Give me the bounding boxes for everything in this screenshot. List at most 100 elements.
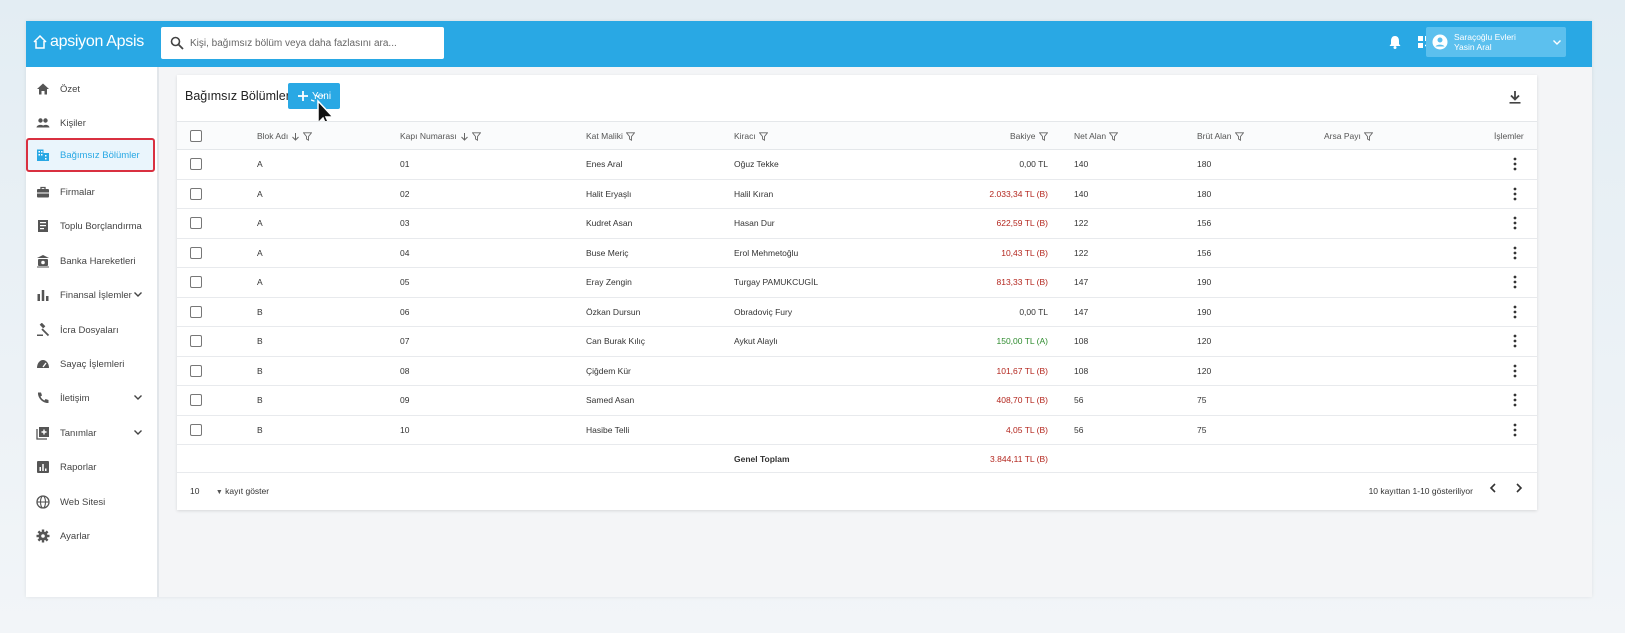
filter-icon[interactable]	[1109, 131, 1119, 141]
sidebar-item-web-sitesi[interactable]: Web Sitesi	[26, 485, 157, 519]
table-row[interactable]: B 06 Özkan Dursun Obradoviç Fury 0,00 TL 147 1…	[177, 298, 1537, 327]
row-checkbox[interactable]	[190, 246, 202, 259]
cell-kiraci[interactable]: Obradoviç Fury	[734, 306, 793, 317]
column-blok-adi[interactable]: Blok Adı	[257, 131, 313, 141]
more-vert-icon[interactable]	[1510, 423, 1520, 437]
cell-malik[interactable]: Özkan Dursun	[586, 306, 641, 317]
column-kapi-numarasi[interactable]: Kapı Numarası	[400, 131, 481, 141]
cell-kiraci[interactable]: Turgay PAMUKCUGİL	[734, 277, 819, 287]
column-kat-maliki[interactable]: Kat Maliki	[586, 131, 635, 141]
row-checkbox[interactable]	[190, 276, 202, 288]
sidebar-item-ayarlar[interactable]: Ayarlar	[26, 519, 157, 553]
chevron-right-icon[interactable]	[1513, 482, 1525, 494]
table-row[interactable]: A 04 Buse Meriç Erol Mehmetoğlu 10,43 TL (B)…	[177, 239, 1537, 268]
select-all-checkbox[interactable]	[190, 130, 202, 142]
table-row[interactable]: B 07 Can Burak Kılıç Aykut Alaylı 150,00 TL …	[177, 327, 1537, 357]
more-vert-icon[interactable]	[1510, 275, 1520, 289]
cell-kiraci[interactable]: Erol Mehmetoğlu	[734, 247, 799, 258]
sidebar-item-ozet[interactable]: Özet	[26, 72, 157, 106]
sidebar-item-raporlar[interactable]: Raporlar	[26, 450, 157, 484]
page-size-select[interactable]: 10 ▼ kayıt göster	[190, 486, 269, 496]
more-vert-icon[interactable]	[1510, 216, 1520, 230]
table-row[interactable]: A 02 Halit Eryaşlı Halil Kıran 2.033,34 TL (…	[177, 180, 1537, 209]
sidebar-item-icra-dosyalari[interactable]: İcra Dosyaları	[26, 313, 157, 347]
cell-malik[interactable]: Çiğdem Kür	[586, 365, 631, 376]
sidebar-item-kisiler[interactable]: Kişiler	[26, 106, 157, 140]
cell-kiraci[interactable]: Aykut Alaylı	[734, 336, 778, 346]
sidebar-item-toplu-borclandirma[interactable]: Toplu Borçlandırma	[26, 209, 157, 243]
cell-bakiye: 10,43 TL (B)	[1001, 247, 1048, 258]
cell-brut-alan: 75	[1197, 395, 1207, 405]
cell-brut-alan: 156	[1197, 247, 1212, 258]
column-arsa-payi[interactable]: Arsa Payı	[1324, 131, 1373, 141]
row-checkbox[interactable]	[190, 364, 202, 377]
filter-icon[interactable]	[1363, 131, 1373, 141]
row-checkbox[interactable]	[190, 158, 202, 170]
filter-icon[interactable]	[471, 131, 481, 141]
table-row[interactable]: B 08 Çiğdem Kür 101,67 TL (B) 108 120	[177, 357, 1537, 386]
sidebar-item-iletisim[interactable]: İletişim	[26, 381, 157, 415]
cell-brut-alan: 120	[1197, 336, 1212, 346]
cell-malik[interactable]: Halit Eryaşlı	[586, 188, 632, 199]
bell-icon[interactable]	[1387, 34, 1403, 50]
row-checkbox[interactable]	[190, 305, 202, 318]
chevron-down-icon[interactable]	[133, 392, 143, 402]
sidebar-item-firmalar[interactable]: Firmalar	[26, 175, 157, 209]
column-net-alan[interactable]: Net Alan	[1074, 131, 1119, 141]
more-vert-icon[interactable]	[1510, 334, 1520, 348]
table-row[interactable]: A 03 Kudret Asan Hasan Dur 622,59 TL (B) 122 1…	[177, 209, 1537, 239]
column-bakiye[interactable]: Bakiye	[1010, 131, 1048, 141]
filter-icon[interactable]	[625, 131, 635, 141]
sidebar-item-finansal-islemler[interactable]: Finansal İşlemler	[26, 278, 157, 312]
more-vert-icon[interactable]	[1510, 305, 1520, 319]
chevron-left-icon[interactable]	[1487, 482, 1499, 494]
cell-malik[interactable]: Enes Aral	[586, 159, 623, 169]
sidebar-item-tanimlar[interactable]: Tanımlar	[26, 416, 157, 450]
cell-malik[interactable]: Samed Asan	[586, 395, 635, 405]
row-checkbox[interactable]	[190, 187, 202, 200]
row-checkbox[interactable]	[190, 423, 202, 436]
filter-icon[interactable]	[1234, 131, 1244, 141]
more-vert-icon[interactable]	[1510, 364, 1520, 378]
chevron-down-icon[interactable]	[133, 427, 143, 437]
more-vert-icon[interactable]	[1510, 187, 1520, 201]
table-row[interactable]: B 09 Samed Asan 408,70 TL (B) 56 75	[177, 386, 1537, 416]
chevron-down-icon	[1553, 40, 1561, 45]
sort-arrow-down-icon[interactable]	[460, 132, 469, 141]
cell-kiraci[interactable]: Hasan Dur	[734, 218, 775, 228]
cell-malik[interactable]: Kudret Asan	[586, 218, 633, 228]
row-checkbox[interactable]	[190, 335, 202, 347]
table-row[interactable]: B 10 Hasibe Telli 4,05 TL (B) 56 75	[177, 416, 1537, 445]
cell-kiraci[interactable]: Oğuz Tekke	[734, 159, 779, 169]
column-kiraci[interactable]: Kiracı	[734, 131, 768, 141]
table-row[interactable]: A 05 Eray Zengin Turgay PAMUKCUGİL 813,33 TL…	[177, 268, 1537, 298]
more-vert-icon[interactable]	[1510, 157, 1520, 171]
more-vert-icon[interactable]	[1510, 393, 1520, 407]
sidebar-item-sayac-islemleri[interactable]: Sayaç İşlemleri	[26, 347, 157, 381]
filter-icon[interactable]	[1038, 131, 1048, 141]
filter-icon[interactable]	[758, 131, 768, 141]
cell-malik[interactable]: Hasibe Telli	[586, 424, 630, 435]
row-checkbox[interactable]	[190, 394, 202, 406]
sidebar-item-bagimsiz-bolumler[interactable]: Bağımsız Bölümler	[26, 138, 155, 172]
more-vert-icon[interactable]	[1510, 246, 1520, 260]
download-icon[interactable]	[1507, 89, 1523, 105]
new-unit-button[interactable]: Yeni	[288, 83, 340, 109]
search-input[interactable]	[190, 37, 430, 49]
cell-malik[interactable]: Buse Meriç	[586, 247, 629, 258]
chevron-down-icon[interactable]	[133, 289, 143, 299]
user-menu[interactable]: Saraçoğlu Evleri Yasin Aral	[1426, 27, 1566, 57]
logo[interactable]: apsiyon Apsis	[32, 33, 144, 51]
filter-icon[interactable]	[303, 131, 313, 141]
search-box[interactable]	[161, 27, 444, 59]
cell-malik[interactable]: Can Burak Kılıç	[586, 336, 646, 346]
column-brut-alan[interactable]: Brüt Alan	[1197, 131, 1244, 141]
row-checkbox[interactable]	[190, 217, 202, 229]
cell-malik[interactable]: Eray Zengin	[586, 277, 632, 287]
table-row[interactable]: A 01 Enes Aral Oğuz Tekke 0,00 TL 140 180	[177, 150, 1537, 180]
cell-blok: A	[257, 188, 263, 199]
cell-kiraci[interactable]: Halil Kıran	[734, 188, 774, 199]
cell-brut-alan: 180	[1197, 188, 1212, 199]
sidebar-item-banka-hareketleri[interactable]: Banka Hareketleri	[26, 244, 157, 278]
sort-arrow-down-icon[interactable]	[291, 132, 300, 141]
